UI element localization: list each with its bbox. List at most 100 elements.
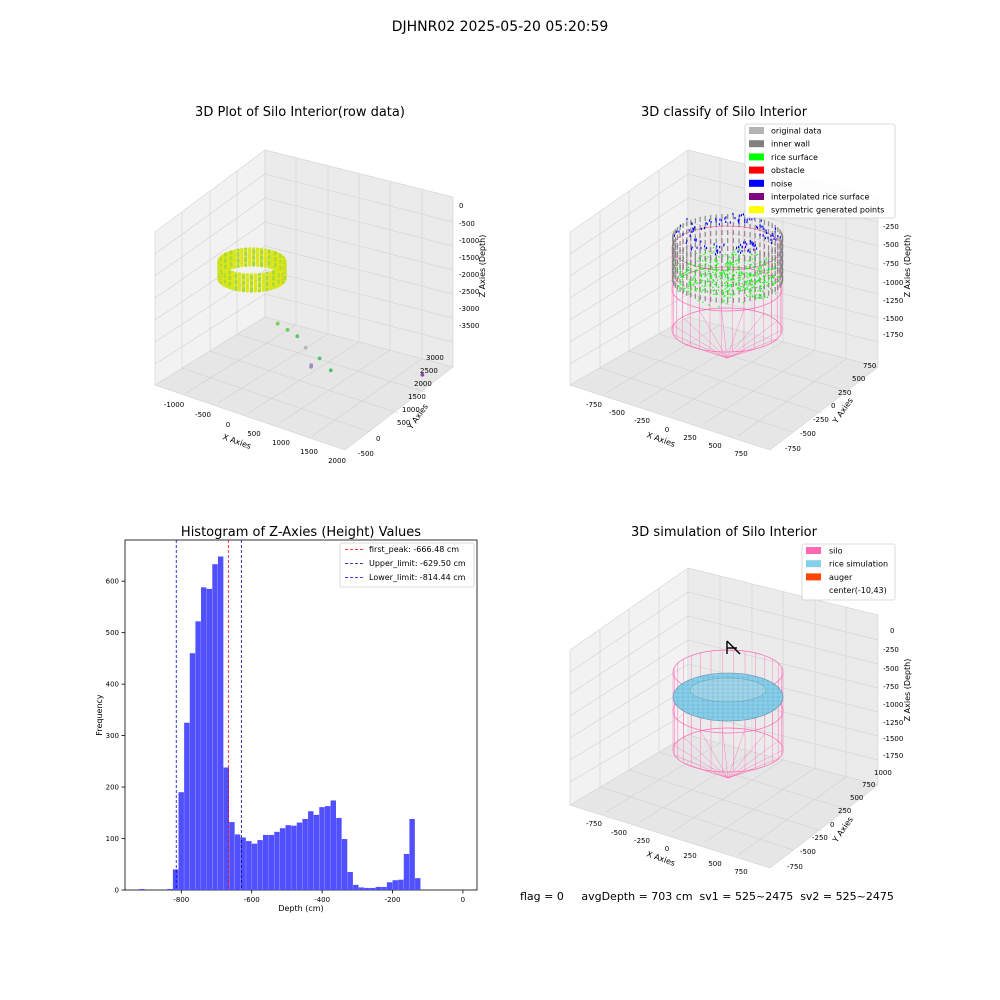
classify-rice-surface-point (746, 268, 748, 270)
classify-noise-point (770, 241, 772, 245)
classify-inner-wall-point (759, 269, 761, 275)
classify-inner-wall-point (749, 288, 751, 294)
classify-3d-ytick: 500 (852, 375, 865, 383)
silo-cone-line (727, 729, 746, 779)
classify-inner-wall-point (732, 214, 734, 220)
classify-inner-wall-point (777, 259, 779, 265)
classify-inner-wall-point (779, 229, 781, 235)
classify-noise-point (718, 223, 720, 226)
classify-rice-surface-point (760, 278, 762, 280)
classify-inner-wall-point (727, 266, 729, 271)
silo-cone-line (682, 316, 728, 359)
classify-rice-surface-point (708, 251, 710, 253)
classify-noise-point (751, 243, 753, 246)
classify-rice-surface-point (682, 279, 684, 281)
classify-inner-wall-point (759, 258, 761, 264)
classify-rice-surface-point (704, 282, 707, 284)
raw-3d-ring-point (256, 263, 260, 267)
silo-cone-line (726, 309, 745, 359)
classify-inner-wall-point (686, 258, 688, 264)
classify-inner-wall-point (694, 261, 696, 267)
histogram-ytick-label: 500 (106, 629, 119, 637)
classify-rice-surface-point (754, 290, 756, 292)
classify-inner-wall-point (738, 238, 740, 244)
histogram-bar (139, 888, 145, 890)
histogram-bar (392, 880, 398, 890)
classify-inner-wall-point (732, 281, 734, 287)
histogram-bar (262, 834, 269, 890)
classify-rice-surface-point (759, 297, 761, 299)
classify-rice-surface-point (678, 285, 680, 287)
classify-rice-surface-point (762, 286, 765, 288)
histogram-bar (302, 818, 308, 890)
classify-rice-surface-point (727, 285, 729, 287)
simulation-3d-zlabel: Z Axies (Depth) (903, 659, 912, 722)
raw-3d-ring-point (230, 286, 235, 291)
raw-3d-ring-point (227, 285, 232, 290)
classify-noise-point (762, 225, 764, 228)
classify-noise-point (704, 245, 706, 248)
classify-inner-wall-point (672, 265, 674, 271)
classify-rice-surface-point (704, 252, 706, 254)
classify-rice-surface-point (716, 270, 718, 272)
classify-inner-wall-point (690, 259, 692, 265)
classify-inner-wall-point (780, 231, 783, 237)
classify-rice-surface-point (742, 254, 745, 256)
classify-rice-surface-point (722, 291, 724, 293)
classify-legend-label: original data (771, 127, 822, 136)
classify-inner-wall-point (694, 242, 696, 248)
classify-rice-surface-point (714, 260, 716, 262)
histogram-bar (178, 792, 184, 890)
classify-inner-wall-point (682, 239, 684, 245)
classify-inner-wall-point (674, 229, 676, 235)
classify-rice-surface-point (687, 266, 689, 268)
classify-inner-wall-point (715, 230, 717, 236)
classify-rice-surface-point (767, 280, 769, 282)
raw-3d-ring-point (245, 289, 250, 293)
classify-rice-surface-point (695, 290, 697, 292)
classify-rice-surface-point (730, 263, 732, 265)
raw-3d-ring-point (283, 275, 287, 279)
classify-noise-point (775, 238, 777, 241)
classify-rice-surface-point (711, 252, 713, 254)
classify-inner-wall-point (771, 288, 773, 294)
classify-rice-surface-point (735, 283, 737, 285)
classify-rice-surface-point (714, 283, 716, 286)
classify-rice-surface-point (753, 295, 756, 297)
classify-3d-ztick: -1000 (883, 279, 903, 287)
raw-3d-ring-point (232, 265, 237, 269)
classify-rice-surface-point (760, 294, 762, 296)
classify-rice-surface-point (758, 267, 760, 269)
classify-inner-wall-point (767, 261, 770, 267)
classify-rice-surface-point (761, 269, 763, 272)
classify-rice-surface-point (677, 290, 679, 292)
classify-rice-surface-point (768, 283, 770, 285)
raw-3d-outlier-point (295, 334, 300, 339)
histogram-ytick-label: 600 (106, 578, 119, 586)
classify-inner-wall-point (674, 237, 676, 243)
classify-rice-surface-point (709, 273, 711, 275)
classify-rice-surface-point (735, 284, 737, 286)
classify-rice-surface-point (702, 301, 704, 303)
classify-rice-surface-point (698, 266, 700, 268)
classify-rice-surface-point (762, 282, 764, 284)
classify-inner-wall-point (721, 238, 723, 244)
classify-inner-wall-point (727, 298, 729, 303)
raw-3d-ytick: 1000 (402, 406, 420, 414)
classify-rice-surface-point (740, 285, 742, 288)
classify-rice-surface-point (696, 288, 698, 290)
classify-rice-surface-point (715, 261, 717, 263)
classify-noise-point (774, 230, 776, 233)
classify-rice-surface-point (727, 284, 729, 286)
classify-inner-wall-point (780, 247, 783, 253)
histogram-bar (409, 818, 415, 890)
classify-rice-surface-point (758, 294, 760, 296)
classify-rice-surface-point (708, 270, 710, 272)
classify-rice-surface-point (688, 281, 690, 283)
classify-3d-ztick: -250 (883, 223, 899, 231)
classify-rice-surface-point (732, 294, 734, 296)
classify-rice-surface-point (701, 276, 703, 278)
classify-rice-surface-point (699, 267, 701, 269)
classify-inner-wall-point (674, 282, 676, 288)
classify-rice-surface-point (685, 269, 687, 271)
